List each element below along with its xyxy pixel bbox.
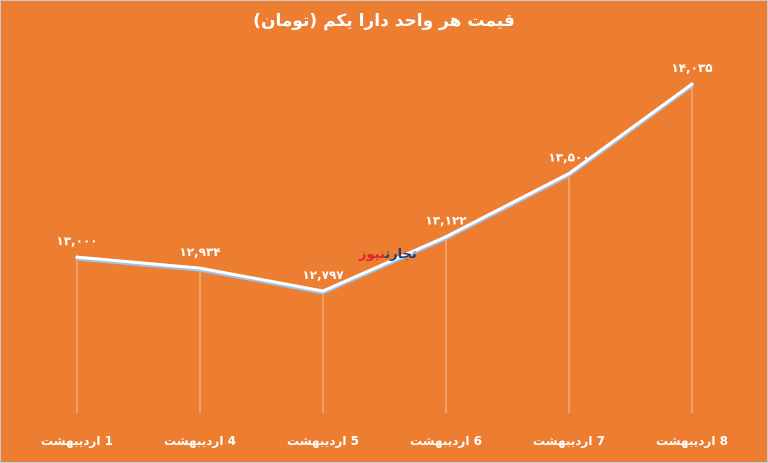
series-line-shadow — [75, 84, 694, 295]
x-tick-label: 1 اردیبهشت — [41, 434, 113, 448]
data-label: ۱۴,۰۳۵ — [671, 61, 712, 75]
data-label: ۱۲,۷۹۷ — [302, 268, 344, 282]
data-point — [75, 255, 79, 259]
chart-title: قیمت هر واحد دارا یکم (تومان) — [253, 11, 515, 31]
x-tick-label: 8 اردیبهشت — [656, 434, 728, 448]
watermark-part-2: نیوز — [359, 247, 386, 262]
watermark-part-1: تجارت — [385, 247, 417, 262]
data-point — [567, 171, 571, 175]
data-point — [198, 266, 202, 270]
data-label: ۱۳,۵۰۰ — [548, 150, 589, 164]
data-label: ۱۲,۹۳۴ — [179, 245, 220, 259]
data-label: ۱۳,۱۲۲ — [425, 214, 467, 228]
watermark-logo: تجارتنیوز — [359, 247, 417, 262]
x-tick-label: 4 اردیبهشت — [164, 434, 236, 448]
data-point — [321, 289, 325, 293]
series-line — [75, 82, 694, 293]
x-tick-label: 5 اردیبهشت — [287, 434, 359, 448]
data-point — [444, 235, 448, 239]
data-label: ۱۳,۰۰۰ — [56, 234, 97, 248]
x-tick-label: 6 اردیبهشت — [410, 434, 482, 448]
data-point — [690, 82, 694, 86]
x-tick-label: 7 اردیبهشت — [533, 434, 605, 448]
